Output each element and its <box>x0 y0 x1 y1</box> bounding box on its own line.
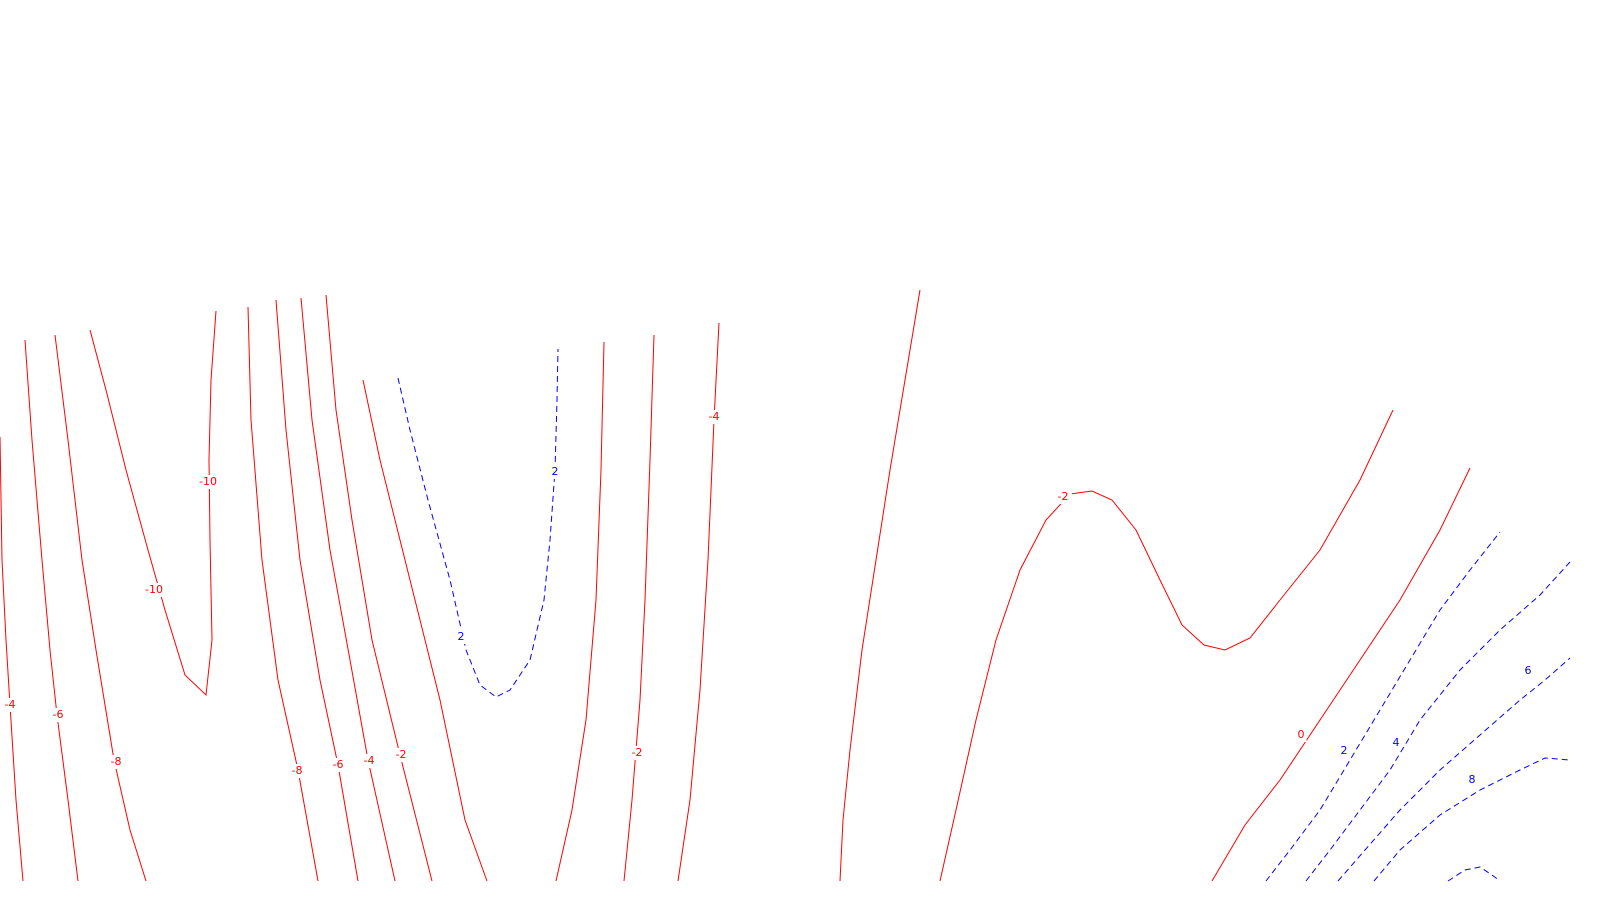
contour-line-neg2-8 <box>362 379 488 882</box>
contour-label: 6 <box>1525 664 1532 677</box>
contour-label-background <box>1390 736 1402 750</box>
contour-label: -2 <box>1058 490 1069 503</box>
contour-line-neg4-0 <box>0 436 24 882</box>
contour-label-background <box>628 746 646 760</box>
contour-label: -4 <box>5 698 16 711</box>
contour-label: 8 <box>1469 773 1476 786</box>
contour-label-background <box>360 754 378 768</box>
contour-label: 2 <box>1341 744 1348 757</box>
contour-line-neg6-1 <box>24 339 79 882</box>
contour-line-neg8-2 <box>54 334 147 882</box>
contour-label-background <box>1054 490 1072 504</box>
contour-line-neg2-10 <box>555 341 605 882</box>
contour-label-background <box>141 583 167 597</box>
contour-line-neg6-5 <box>275 299 359 882</box>
contour-label-background <box>49 708 67 722</box>
contour-label: 2 <box>552 465 559 478</box>
contour-label: -10 <box>145 583 163 596</box>
contour-label-background <box>329 758 347 772</box>
contour-line-10-20 <box>1447 866 1501 882</box>
contour-label: -6 <box>53 708 64 721</box>
contour-line-neg4-6 <box>300 297 396 882</box>
contour-line-2-16 <box>1265 531 1501 882</box>
contour-label: -4 <box>364 754 375 767</box>
contour-label-background <box>1 698 19 712</box>
contour-line-neg2-14 <box>939 409 1394 882</box>
contour-label: -2 <box>632 746 643 759</box>
contour-label: -4 <box>709 410 720 423</box>
contour-label: -8 <box>292 764 303 777</box>
contour-label: 4 <box>1393 736 1400 749</box>
contour-line-neg4-12 <box>677 322 720 882</box>
contour-line-6-18 <box>1337 657 1571 882</box>
contour-lines <box>0 289 1571 882</box>
contour-label: -2 <box>396 748 407 761</box>
contour-label-background <box>705 410 723 424</box>
contour-line-neg2-11 <box>623 334 655 882</box>
contour-line-2-9 <box>397 348 559 698</box>
contour-label-background <box>1466 773 1478 787</box>
contour-line-neg2-7 <box>325 294 433 882</box>
contour-label: 0 <box>1298 728 1305 741</box>
contour-label-background <box>1338 744 1350 758</box>
contour-line-neg4-13 <box>839 289 921 882</box>
contour-line-0-15 <box>1211 467 1471 882</box>
contour-label-background <box>549 465 561 479</box>
contour-line-neg10-3 <box>89 310 217 697</box>
contour-label-background <box>455 630 467 644</box>
contour-label-background <box>288 764 306 778</box>
contour-line-neg8-4 <box>247 306 319 882</box>
contour-label-background <box>392 748 410 762</box>
contour-label-background <box>1522 664 1534 678</box>
contour-label-background <box>195 475 221 489</box>
contour-label: -10 <box>199 475 217 488</box>
contour-label: -8 <box>111 755 122 768</box>
contour-label: -6 <box>333 758 344 771</box>
contour-labels: -10 -10 -4 -6 -8 -8 -6 -4 -2 2 2 -4 -2 -2 0 2 4 6 8 <box>1 410 1534 787</box>
contour-line-8-19 <box>1373 757 1571 882</box>
contour-line-4-17 <box>1305 561 1571 882</box>
contour-label-background <box>1295 728 1307 742</box>
contour-label: 2 <box>458 630 465 643</box>
contour-label-background <box>107 755 125 769</box>
